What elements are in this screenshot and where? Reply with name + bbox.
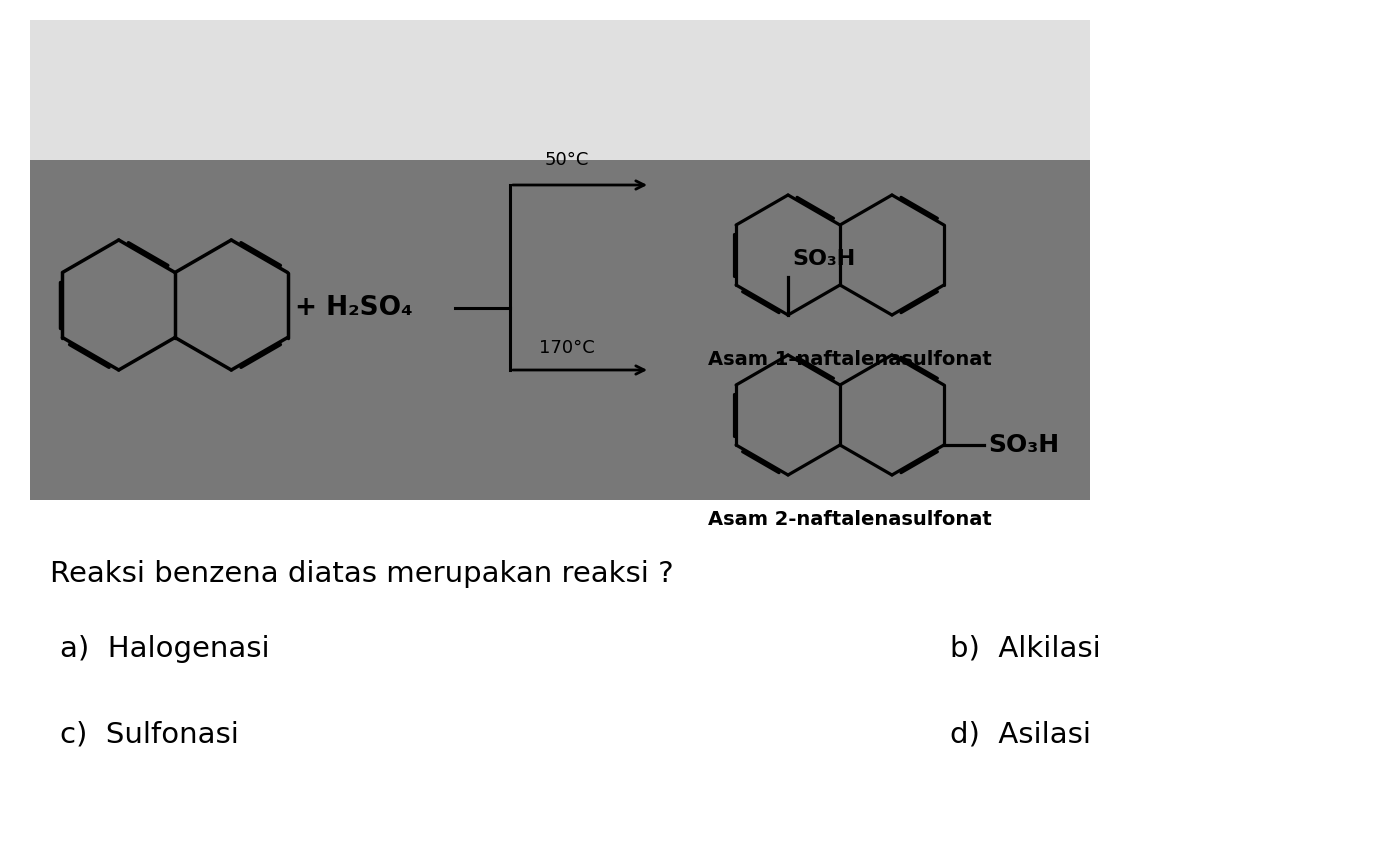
Text: 50°C: 50°C — [545, 151, 589, 169]
Text: 170°C: 170°C — [540, 339, 595, 357]
Text: Reaksi benzena diatas merupakan reaksi ?: Reaksi benzena diatas merupakan reaksi ? — [50, 560, 674, 588]
Text: + H₂SO₄: + H₂SO₄ — [295, 295, 413, 321]
Text: SO₃H: SO₃H — [988, 433, 1060, 457]
Text: c)  Sulfonasi: c) Sulfonasi — [60, 720, 239, 748]
Text: SO₃H: SO₃H — [792, 249, 856, 269]
Text: Asam 2-naftalenasulfonat: Asam 2-naftalenasulfonat — [709, 510, 992, 529]
Text: a)  Halogenasi: a) Halogenasi — [60, 635, 269, 663]
Bar — [31, 160, 1090, 500]
Text: b)  Alkilasi: b) Alkilasi — [950, 635, 1101, 663]
Bar — [31, 20, 1090, 160]
Text: Asam 1-naftalenasulfonat: Asam 1-naftalenasulfonat — [709, 350, 992, 369]
Text: d)  Asilasi: d) Asilasi — [950, 720, 1092, 748]
